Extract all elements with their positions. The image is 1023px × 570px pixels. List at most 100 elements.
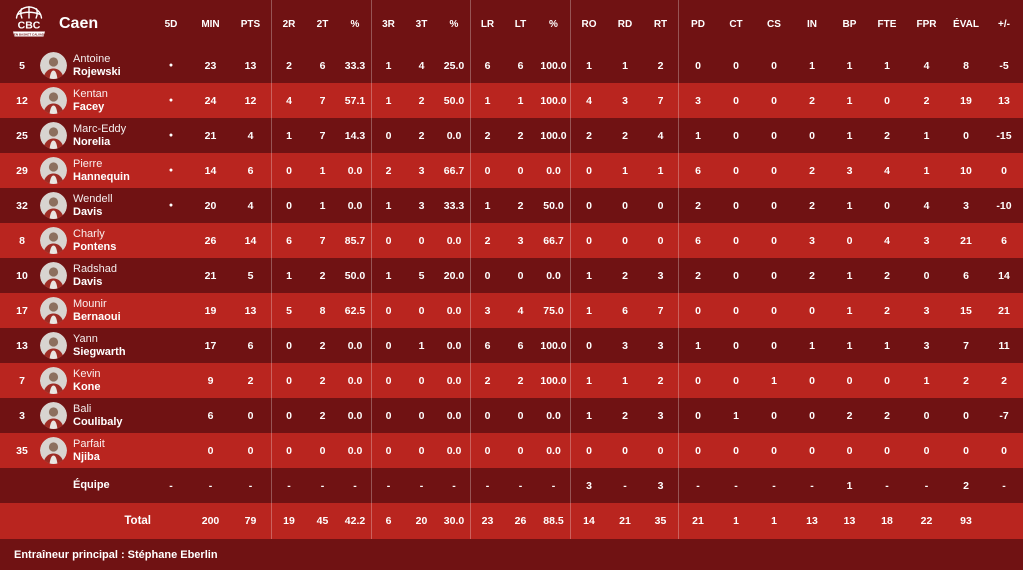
jersey-number: 29 [16,164,28,177]
team-stat-cell-23: - [1002,479,1006,492]
stat-cell-18: 1 [809,339,815,352]
stat-cell-11: 0.0 [537,153,571,188]
stat-cell-10: 6 [517,339,524,352]
stat-cell-7: 5 [418,269,425,282]
stat-cell-21: 3 [923,304,930,317]
stat-cell-0 [151,223,191,258]
column-header-9: LR [480,18,495,30]
player-row[interactable]: 10 Radshad Davis 21 5 1 2 50.0 1 5 20.0 0 0 0.0 1 2 3 2 0 0… [0,258,1023,293]
stat-cell-8: 0.0 [438,363,471,398]
stat-cell-1: 14 [204,164,217,177]
stat-cell-19: 0 [846,374,853,387]
stat-cell-5: 0.0 [339,153,372,188]
stat-cell-23: 6 [1001,234,1007,247]
stat-cell-3: 6 [286,234,292,247]
stat-cell-20: 0 [884,94,890,107]
stat-cell-20: 2 [884,269,890,282]
stat-cell-23: 14 [998,269,1010,282]
player-row[interactable]: 3 Bali Coulibaly 6 0 0 2 0.0 0 0 0.0 0 0 0.0 1 2 3 0 1 0 0 2 2… [0,398,1023,433]
column-header-5: % [339,0,372,48]
stat-cell-11: 100.0 [537,83,571,118]
stat-cell-4: 2 [319,269,326,282]
jersey-number: 5 [19,59,25,72]
player-row[interactable]: 13 Yann Siegwarth 17 6 0 2 0.0 0 1 0.0 6 6 100.0 0 3 3 1 0… [0,328,1023,363]
jersey-number: 10 [16,269,28,282]
player-row[interactable]: 25 Marc-Eddy Norelia ● 21 4 1 7 14.3 0 2 0.0 2 2 100.0… [0,118,1023,153]
stat-cell-8: 0.0 [438,433,471,468]
stat-cell-7: 0 [418,374,425,387]
stat-cell-0 [151,363,191,398]
player-row[interactable]: 29 Pierre Hannequin ● 14 6 0 1 0.0 2 3 66.7 0 0 0.0 0 1 1… [0,153,1023,188]
stat-cell-13: 0 [622,444,628,457]
stat-cell-8: 0.0 [438,328,471,363]
stat-cell-6: 1 [385,59,392,72]
player-first-name: Kevin [73,367,101,380]
stat-cell-11: 75.0 [537,293,571,328]
player-row[interactable]: 5 Antoine Rojewski ● 23 13 2 6 33.3 1 4 25.0 6 6 100.0… [0,48,1023,83]
team-stat-cell-11: - [537,468,571,503]
stat-cell-14: 2 [643,48,679,83]
player-row[interactable]: 35 Parfait Njiba 0 0 0 0 0.0 0 0 0.0 0 0 0.0 0 0 0 0 0 0 0 0 0… [0,433,1023,468]
team-stat-cell-12: 3 [586,479,592,492]
player-row[interactable]: 12 Kentan Facey ● 24 12 4 7 57.1 1 2 50.0 1 1 100.0 4 3 7… [0,83,1023,118]
stat-cell-5: 0.0 [339,188,372,223]
total-avatar-empty [36,503,70,539]
stat-cell-14: 4 [643,118,679,153]
stat-cell-6: 1 [385,199,392,212]
stat-cell-14: 7 [643,293,679,328]
stat-cell-20: 0 [884,444,890,457]
stat-cell-23: 2 [1001,374,1007,387]
stat-cell-17: 0 [771,94,777,107]
stat-cell-8: 25.0 [438,48,471,83]
column-header-10: LT [514,18,527,30]
stat-cell-11: 100.0 [537,118,571,153]
stat-cell-19: 1 [846,199,853,212]
player-row[interactable]: 8 Charly Pontens 26 14 6 7 85.7 0 0 0.0 2 3 66.7 0 0 0 6 0… [0,223,1023,258]
stat-cell-22: 3 [963,199,969,212]
player-first-name: Parfait [73,437,105,450]
stat-cell-23: 13 [998,94,1010,107]
stat-cell-2: 12 [230,83,272,118]
stat-cell-10: 2 [517,199,524,212]
stat-cell-23: 11 [998,339,1010,352]
stat-cell-9: 0 [484,269,491,282]
stat-cell-1: 24 [204,94,217,107]
total-stat-cell-17: 1 [771,515,777,527]
stat-cell-0: ● [168,97,174,104]
total-stat-cell-18: 13 [806,515,818,527]
stat-cell-14: 2 [643,363,679,398]
stat-cell-18: 0 [809,374,815,387]
team-stat-cell-19: 1 [846,479,853,492]
stat-cell-14: 3 [643,398,679,433]
player-name: Radshad Davis [70,258,151,293]
stat-cell-5: 62.5 [339,293,372,328]
stat-cell-7: 1 [418,339,425,352]
total-stat-cell-22: 93 [960,515,972,527]
player-last-name: Coulibaly [73,415,123,428]
stat-cell-21: 4 [923,199,930,212]
stat-cell-10: 0 [517,444,524,457]
stat-cell-17: 0 [771,129,777,142]
player-name: Antoine Rojewski [70,48,151,83]
player-name: Kevin Kone [70,363,151,398]
player-first-name: Marc-Eddy [73,122,127,135]
player-last-name: Kone [73,380,101,393]
stat-cell-21: 1 [923,374,930,387]
stat-cell-1: 21 [204,269,217,282]
stat-cell-11: 0.0 [537,258,571,293]
player-row[interactable]: 17 Mounir Bernaoui 19 13 5 8 62.5 0 0 0.0 3 4 75.0 1 6 7… [0,293,1023,328]
player-row[interactable]: 7 Kevin Kone 9 2 0 2 0.0 0 0 0.0 2 2 100.0 1 1 2 0 0 1 0 0 0 1 2… [0,363,1023,398]
person-icon [39,52,67,79]
player-last-name: Pontens [73,240,117,253]
player-first-name: Wendell [73,192,113,205]
stat-cell-3: 0 [286,409,292,422]
team-stat-cell-5: - [339,468,372,503]
stat-cell-7: 3 [418,199,425,212]
player-row[interactable]: 32 Wendell Davis ● 20 4 0 1 0.0 1 3 33.3 1 2 50.0 0 0 0 2 0… [0,188,1023,223]
total-stat-cell-15: 21 [692,515,704,527]
stat-cell-13: 3 [622,94,628,107]
stat-cell-1: 20 [204,199,217,212]
stat-cell-12: 1 [586,374,592,387]
stat-cell-10: 0 [517,164,524,177]
